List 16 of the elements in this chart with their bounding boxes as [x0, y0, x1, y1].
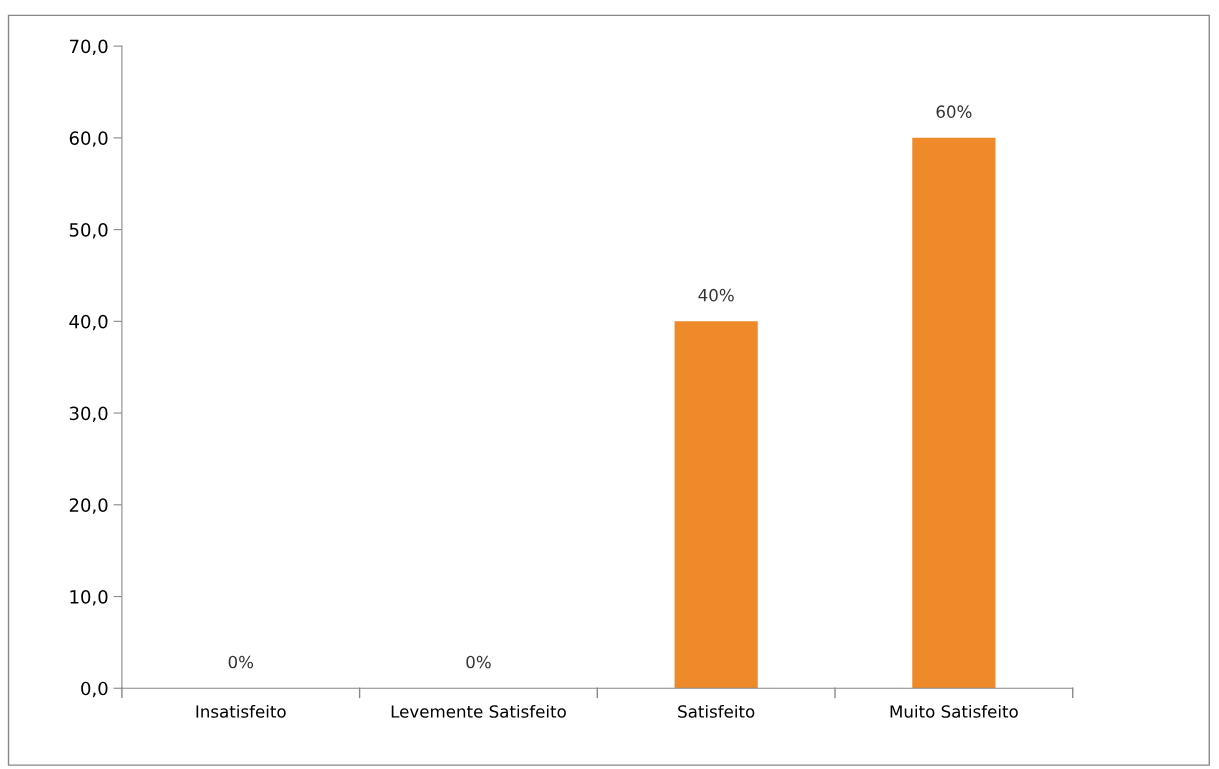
- data-label: 0%: [228, 655, 254, 669]
- y-tick-label: 30,0: [69, 406, 108, 423]
- y-tick-label: 40,0: [69, 314, 108, 331]
- y-tick-label: 10,0: [70, 589, 108, 606]
- data-label: 40%: [698, 288, 734, 302]
- x-tick-label: Levemente Satisfeito: [391, 704, 566, 718]
- y-tick-label: 20,0: [69, 498, 108, 514]
- x-tick-label: Muito Satisfeito: [890, 704, 1018, 718]
- data-label: 0%: [466, 655, 491, 669]
- x-tick-label: Insatisfeito: [196, 704, 286, 718]
- x-tick-label: Satisfeito: [678, 704, 755, 718]
- y-tick-label: 50,0: [69, 223, 108, 239]
- y-tick-label: 70,0: [69, 39, 108, 56]
- y-tick-label: 0,0: [81, 681, 108, 698]
- y-tick-label: 60,0: [69, 131, 108, 147]
- data-label: 60%: [936, 105, 972, 118]
